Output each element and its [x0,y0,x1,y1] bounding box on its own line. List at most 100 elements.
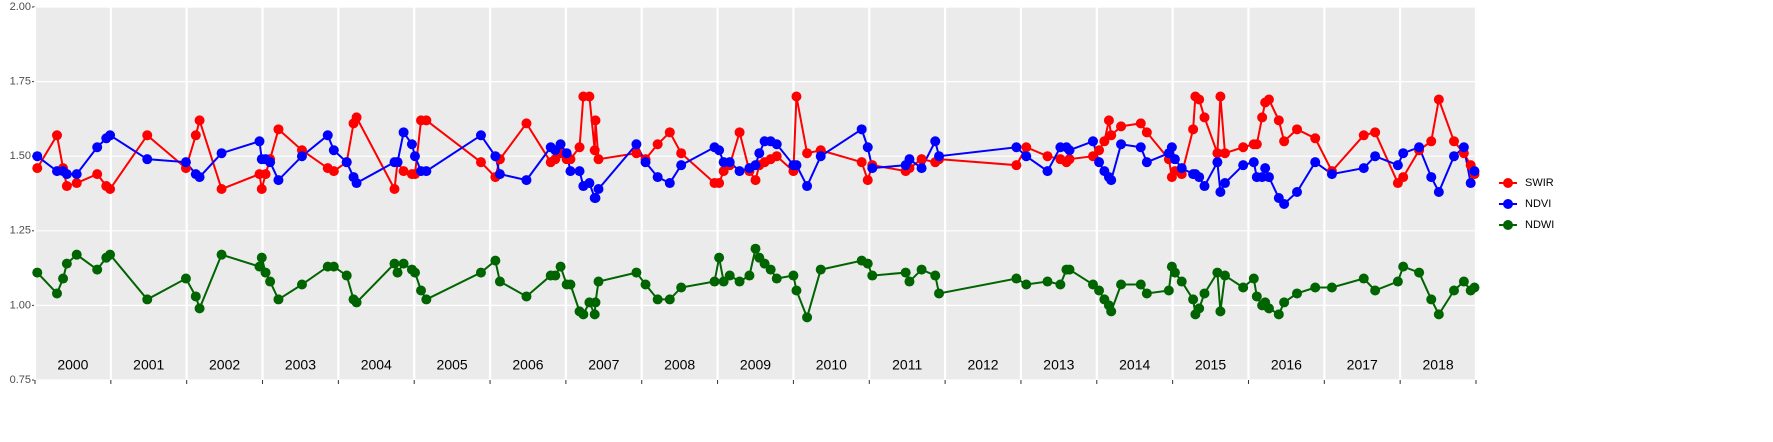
point [1449,136,1460,147]
point [105,130,116,141]
point [1194,303,1205,314]
point [61,169,72,180]
point [71,169,82,180]
point [273,175,284,186]
point [92,142,103,153]
point [1215,91,1226,102]
x-tick-label: 2000 [57,357,88,373]
point [1042,151,1053,162]
point [930,270,941,281]
point [1106,130,1117,141]
y-tick-label: 1.00 [10,299,31,311]
point [51,288,62,299]
point [1219,178,1230,189]
x-tick-label: 2013 [1043,357,1074,373]
x-tick-label: 2002 [209,357,240,373]
point [1392,160,1403,171]
point [590,115,601,126]
point [555,139,566,150]
point [1433,187,1444,198]
point [1042,166,1053,177]
point [1251,139,1262,150]
point [1370,151,1381,162]
x-tick-label: 2005 [437,357,468,373]
point [550,270,561,281]
point [1194,172,1205,183]
point [1310,157,1321,168]
point [714,145,725,156]
point [1215,306,1226,317]
point [1199,112,1210,123]
y-tick-label: 2.00 [10,1,31,13]
point [521,118,532,129]
point [734,127,745,138]
point [398,166,409,177]
point [398,258,409,269]
point [142,154,153,165]
point [744,270,755,281]
point [589,309,600,320]
point [194,115,205,126]
point [328,166,339,177]
point [1094,285,1105,296]
point [1135,118,1146,129]
point [1426,136,1437,147]
point [709,276,720,287]
point [1212,267,1223,278]
point [351,178,362,189]
point [142,294,153,305]
point [1212,148,1223,159]
y-tick-label: 0.75 [10,374,31,386]
point [584,91,595,102]
point [589,145,600,156]
point [1458,142,1469,153]
point [584,178,595,189]
point [555,261,566,272]
x-tick-label: 2018 [1423,357,1454,373]
point [771,273,782,284]
point [1370,285,1381,296]
point [1103,115,1114,126]
point [1392,276,1403,287]
point [815,264,826,275]
point [631,139,642,150]
point [750,160,761,171]
point [1414,142,1425,153]
point [256,184,267,195]
point [1238,282,1249,293]
point [1219,270,1230,281]
point [1398,172,1409,183]
point [1176,276,1187,287]
point [565,166,576,177]
point [1064,145,1075,156]
point [58,273,69,284]
point [1398,148,1409,159]
point [765,264,776,275]
point [1055,279,1066,290]
point [1292,187,1303,198]
point [194,303,205,314]
point [32,267,43,278]
point [1326,282,1337,293]
point [398,127,409,138]
x-tick-label: 2011 [892,357,922,373]
point [676,148,687,159]
point [934,288,945,299]
point [216,184,227,195]
point [1279,297,1290,308]
point [421,294,432,305]
point [714,178,725,189]
point [862,175,873,186]
point [1199,181,1210,192]
point [1021,279,1032,290]
x-tick-label: 2001 [133,357,164,373]
point [475,267,486,278]
point [1238,160,1249,171]
point [490,255,501,266]
point [815,151,826,162]
point [494,169,505,180]
legend-label: NDWI [1525,219,1554,231]
y-tick-label: 1.25 [10,225,31,237]
point [71,178,82,189]
point [1273,115,1284,126]
